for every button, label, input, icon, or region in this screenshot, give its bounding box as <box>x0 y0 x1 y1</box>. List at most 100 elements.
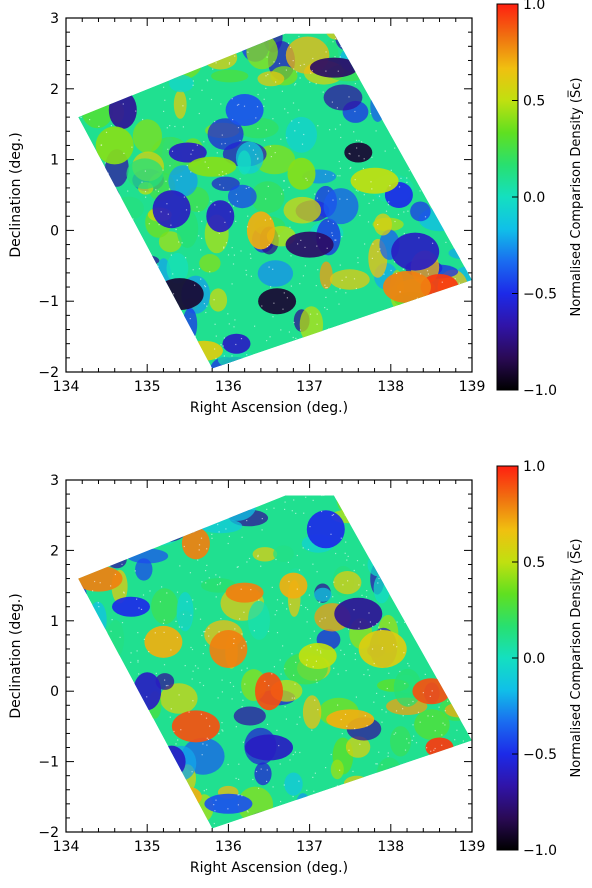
noise-speckle <box>429 695 431 697</box>
noise-speckle <box>240 338 243 340</box>
noise-speckle <box>454 739 456 741</box>
density-blob <box>78 524 94 551</box>
noise-speckle <box>83 342 85 344</box>
noise-speckle <box>171 754 173 756</box>
noise-speckle <box>426 270 429 272</box>
noise-speckle <box>86 150 89 152</box>
noise-speckle <box>169 165 171 167</box>
noise-speckle <box>77 614 78 615</box>
noise-speckle <box>127 304 129 306</box>
noise-speckle <box>454 278 456 280</box>
noise-speckle <box>184 811 186 813</box>
noise-speckle <box>119 636 121 638</box>
noise-speckle <box>211 533 213 535</box>
noise-speckle <box>293 697 296 699</box>
noise-speckle <box>210 98 213 101</box>
noise-speckle <box>380 565 382 567</box>
noise-speckle <box>397 213 400 216</box>
noise-speckle <box>232 119 234 121</box>
noise-speckle <box>188 498 190 500</box>
noise-speckle <box>146 724 148 726</box>
noise-speckle <box>396 566 398 568</box>
noise-speckle <box>335 485 336 486</box>
x-tick-label: 134 <box>53 379 80 395</box>
noise-speckle <box>279 763 281 765</box>
noise-speckle <box>192 149 194 151</box>
noise-speckle <box>80 619 82 621</box>
noise-speckle <box>424 216 427 218</box>
density-blob <box>336 495 362 515</box>
noise-speckle <box>119 789 121 792</box>
noise-speckle <box>357 190 359 192</box>
noise-speckle <box>410 524 412 526</box>
density-feature <box>222 333 251 354</box>
noise-speckle <box>201 634 203 637</box>
noise-speckle <box>233 487 234 488</box>
noise-speckle <box>197 559 199 561</box>
noise-speckle <box>107 758 109 760</box>
y-tick-label: −2 <box>38 825 59 841</box>
noise-speckle <box>420 640 422 642</box>
density-feature <box>108 91 137 129</box>
noise-speckle <box>139 545 141 547</box>
noise-speckle <box>95 698 97 701</box>
noise-speckle <box>316 313 318 315</box>
noise-speckle <box>139 757 141 759</box>
noise-speckle <box>348 152 350 155</box>
noise-speckle <box>198 268 200 270</box>
noise-speckle <box>88 729 90 731</box>
noise-speckle <box>398 496 400 498</box>
noise-speckle <box>423 507 426 509</box>
noise-speckle <box>132 218 134 220</box>
density-blob <box>106 550 127 569</box>
colorbar-label: Normalised Comparison Density (S̅c) <box>568 78 584 317</box>
noise-speckle <box>306 659 308 661</box>
noise-speckle <box>144 275 146 277</box>
noise-speckle <box>424 673 426 675</box>
noise-speckle <box>469 750 471 753</box>
noise-speckle <box>125 777 128 779</box>
noise-speckle <box>390 169 392 171</box>
noise-speckle <box>190 614 192 616</box>
noise-speckle <box>312 57 314 60</box>
noise-speckle <box>272 786 274 788</box>
noise-speckle <box>438 706 440 708</box>
noise-speckle <box>440 166 442 168</box>
noise-speckle <box>345 670 347 672</box>
noise-speckle <box>368 340 370 342</box>
noise-speckle <box>377 251 379 253</box>
density-blob <box>144 495 181 520</box>
noise-speckle <box>249 253 251 255</box>
noise-speckle <box>465 799 467 801</box>
noise-speckle <box>102 20 103 21</box>
noise-speckle <box>316 323 318 325</box>
noise-speckle <box>363 194 365 196</box>
noise-speckle <box>288 331 290 333</box>
noise-speckle <box>255 117 257 119</box>
noise-speckle <box>315 83 317 85</box>
noise-speckle <box>232 685 235 687</box>
noise-speckle <box>346 559 348 561</box>
noise-speckle <box>192 670 194 672</box>
noise-speckle <box>82 623 84 625</box>
noise-speckle <box>394 147 396 149</box>
noise-speckle <box>278 62 281 65</box>
noise-speckle <box>287 112 289 114</box>
noise-speckle <box>110 125 112 127</box>
noise-speckle <box>190 171 192 173</box>
noise-speckle <box>419 811 421 813</box>
noise-speckle <box>378 195 381 197</box>
density-blob <box>343 795 365 818</box>
noise-speckle <box>320 652 322 654</box>
density-blob <box>162 507 204 524</box>
noise-speckle <box>126 742 128 744</box>
noise-speckle <box>243 645 245 647</box>
noise-speckle <box>101 191 104 193</box>
colorbar-tick-label: −0.5 <box>523 747 557 763</box>
noise-speckle <box>408 170 410 172</box>
noise-speckle <box>402 498 404 500</box>
density-blob <box>117 717 152 747</box>
noise-speckle <box>289 820 291 822</box>
noise-speckle <box>72 275 73 276</box>
noise-speckle <box>457 216 459 219</box>
